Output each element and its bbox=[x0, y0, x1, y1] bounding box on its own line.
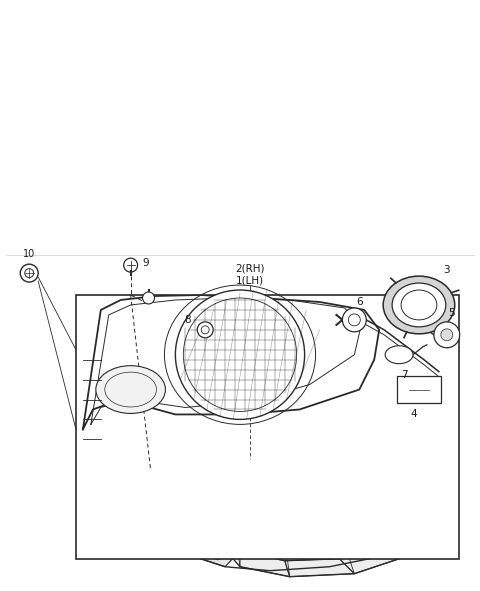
Ellipse shape bbox=[96, 366, 166, 414]
Circle shape bbox=[384, 464, 394, 474]
Bar bbox=[76, 295, 459, 558]
Circle shape bbox=[342, 308, 366, 332]
Polygon shape bbox=[240, 551, 290, 577]
Polygon shape bbox=[185, 544, 240, 567]
Circle shape bbox=[175, 290, 305, 420]
Circle shape bbox=[441, 329, 453, 341]
Circle shape bbox=[197, 322, 213, 338]
Text: 5: 5 bbox=[448, 308, 455, 318]
Text: 8: 8 bbox=[184, 315, 191, 325]
Circle shape bbox=[20, 264, 38, 282]
Text: 7: 7 bbox=[401, 369, 408, 379]
Text: 3: 3 bbox=[444, 265, 450, 275]
Polygon shape bbox=[83, 295, 379, 430]
Text: 9: 9 bbox=[143, 258, 149, 268]
Text: 10: 10 bbox=[23, 249, 36, 259]
Circle shape bbox=[434, 322, 460, 348]
Text: 6: 6 bbox=[356, 297, 362, 307]
Polygon shape bbox=[339, 554, 399, 574]
Ellipse shape bbox=[383, 276, 455, 334]
Text: 1(LH): 1(LH) bbox=[236, 275, 264, 285]
Circle shape bbox=[143, 292, 155, 304]
Bar bbox=[397, 376, 441, 404]
Circle shape bbox=[124, 258, 138, 272]
Polygon shape bbox=[116, 487, 141, 509]
Ellipse shape bbox=[392, 283, 446, 327]
Polygon shape bbox=[285, 558, 354, 577]
Ellipse shape bbox=[385, 346, 413, 363]
Text: 2(RH): 2(RH) bbox=[235, 263, 264, 273]
Circle shape bbox=[166, 469, 175, 479]
Text: 4: 4 bbox=[411, 410, 417, 420]
